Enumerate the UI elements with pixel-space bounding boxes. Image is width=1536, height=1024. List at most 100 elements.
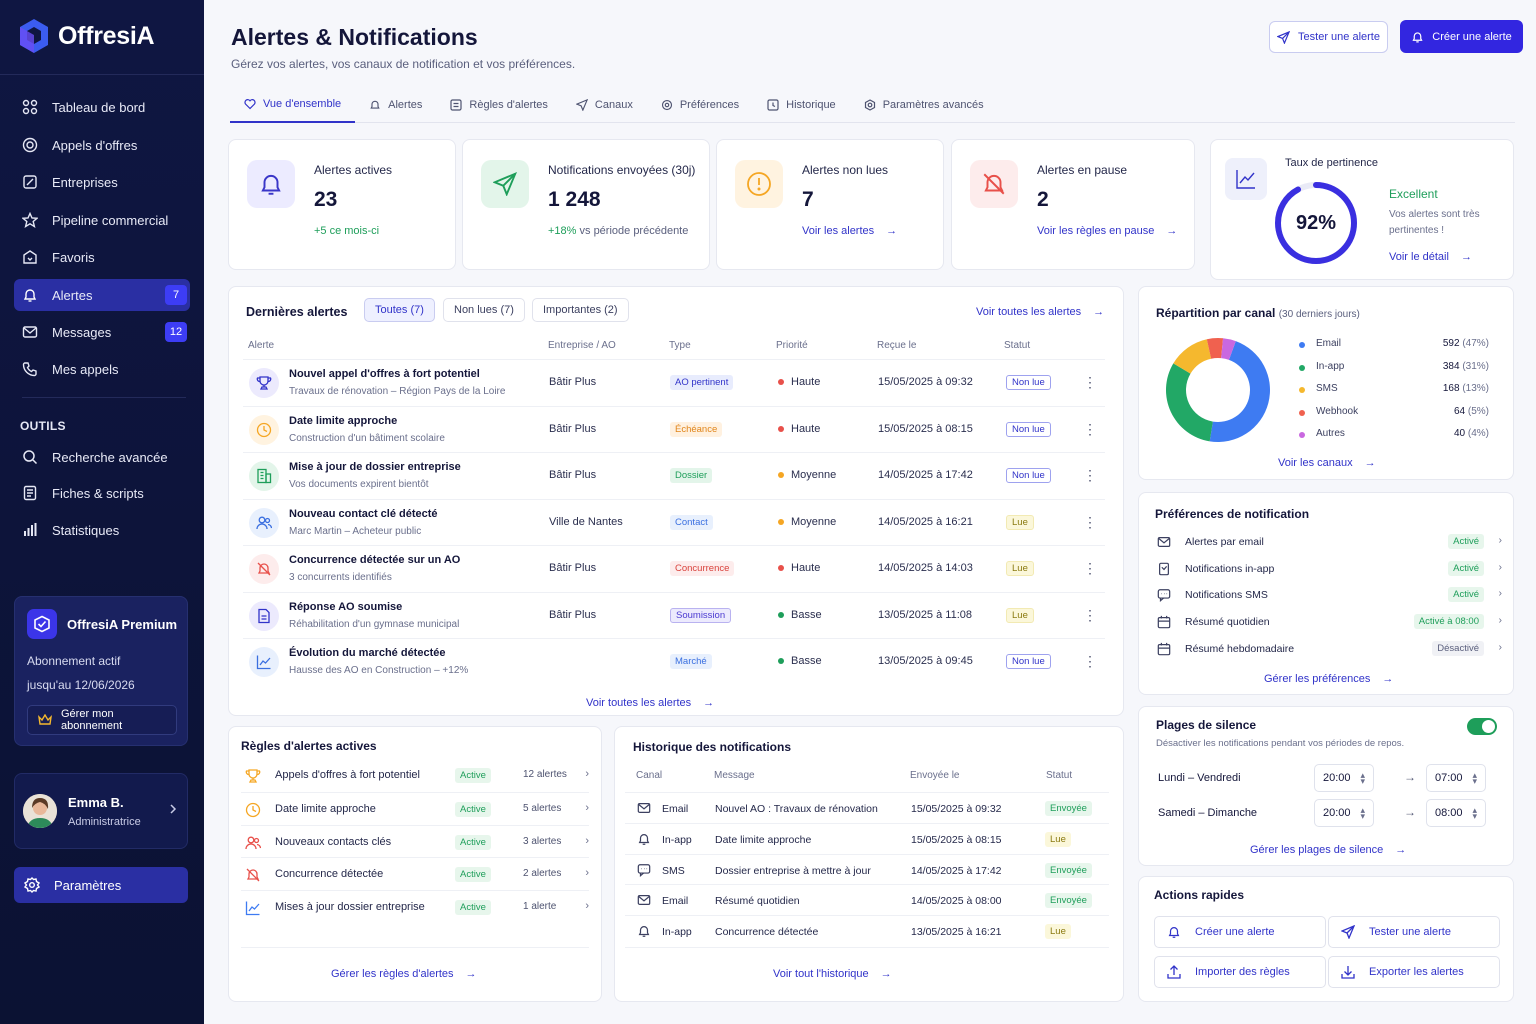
kpi-trend: +18% vs période précédente <box>548 225 688 237</box>
alert-title: Nouveau contact clé détecté <box>289 507 438 520</box>
priority-label: Basse <box>791 655 822 667</box>
nav-item-advanced-search[interactable]: Recherche avancée <box>14 441 190 473</box>
tab-overview[interactable]: Vue d'ensemble <box>230 86 356 123</box>
more-options-icon[interactable]: ⋮ <box>1083 467 1097 483</box>
more-options-icon[interactable]: ⋮ <box>1083 606 1097 623</box>
nav-item-scripts[interactable]: Fiches & scripts <box>14 477 190 509</box>
button-label: Exporter les alertes <box>1369 966 1464 978</box>
preference-item[interactable]: Notifications SMS Activé › <box>1157 582 1502 608</box>
quiet-hours-toggle[interactable] <box>1467 718 1497 735</box>
history-row[interactable]: Email Nouvel AO : Travaux de rénovation 15… <box>625 792 1109 823</box>
quick-export-alerts-button[interactable]: Exporter les alertes <box>1328 956 1500 988</box>
create-alert-button[interactable]: Créer une alerte <box>1400 20 1523 53</box>
rule-item[interactable]: Concurrence détectée Active 2 alertes › <box>241 857 589 890</box>
tab-label: Historique <box>786 98 836 111</box>
preference-item[interactable]: Alertes par email Activé › <box>1157 529 1502 555</box>
logo[interactable]: OffresiA <box>18 18 155 54</box>
tab-channels[interactable]: Canaux <box>562 86 647 123</box>
donut-slice-in-app[interactable] <box>1166 363 1213 442</box>
nav-item-alerts[interactable]: Alertes 7 <box>14 279 190 311</box>
filter-unread[interactable]: Non lues (7) <box>443 298 525 322</box>
more-options-icon[interactable]: ⋮ <box>1083 513 1097 530</box>
bell-off-icon <box>245 867 261 883</box>
type-badge: Marché <box>670 654 712 669</box>
alert-row[interactable]: Date limite approche Construction d'un bâ… <box>243 405 1105 452</box>
quiet-from-select[interactable]: 20:00 ▴ ▾ <box>1314 764 1374 792</box>
priority: Haute <box>778 376 820 388</box>
tab-alert-rules[interactable]: Règles d'alertes <box>436 86 562 123</box>
alert-row[interactable]: Réponse AO soumise Réhabilitation d'un gy… <box>243 591 1105 638</box>
quiet-to-select[interactable]: 07:00 ▴ ▾ <box>1426 764 1486 792</box>
preference-status-badge: Activé <box>1448 587 1484 603</box>
more-options-icon[interactable]: ⋮ <box>1083 653 1097 669</box>
donut-slice-autres[interactable] <box>1221 338 1236 360</box>
history-row[interactable]: In-app Concurrence détectée 13/05/2025 à 1… <box>625 915 1109 946</box>
preference-item[interactable]: Résumé hebdomadaire Désactivé › <box>1157 636 1502 662</box>
donut-slice-webhook[interactable] <box>1206 338 1224 359</box>
nav-label: Appels d'offres <box>52 137 138 153</box>
filter-important[interactable]: Importantes (2) <box>532 298 629 322</box>
tab-preferences[interactable]: Préférences <box>647 86 753 123</box>
quick-create-alert-button[interactable]: Créer une alerte <box>1154 916 1326 948</box>
view-channels-link[interactable]: Voir les canaux → <box>1278 457 1376 469</box>
more-options-icon[interactable]: ⋮ <box>1083 420 1097 437</box>
rule-item[interactable]: Mises à jour dossier entreprise Active 1 a… <box>241 890 589 923</box>
nav-item-messages[interactable]: Messages 12 <box>14 316 190 348</box>
test-alert-button[interactable]: Tester une alerte <box>1269 21 1388 53</box>
manage-preferences-link[interactable]: Gérer les préférences → <box>1264 673 1393 685</box>
see-all-alerts-bottom-link[interactable]: Voir toutes les alertes → <box>586 697 714 709</box>
status-badge: Non lue <box>1006 468 1051 483</box>
history-row[interactable]: SMS Dossier entreprise à mettre à jour 14/… <box>625 853 1109 885</box>
nav-item-statistics[interactable]: Statistiques <box>14 514 190 546</box>
building-icon <box>22 174 38 190</box>
rule-count: 3 alertes <box>523 835 562 847</box>
alert-row[interactable]: Nouveau contact clé détecté Marc Martin –… <box>243 498 1105 545</box>
search-icon <box>22 449 38 465</box>
more-options-icon[interactable]: ⋮ <box>1083 560 1097 576</box>
time-value: 20:00 <box>1323 807 1351 819</box>
nav-item-dashboard[interactable]: Tableau de bord <box>14 91 190 123</box>
filter-all[interactable]: Toutes (7) <box>364 298 435 322</box>
nav-item-companies[interactable]: Entreprises <box>14 166 190 198</box>
view-paused-rules-link[interactable]: Voir les règles en pause → <box>1037 225 1177 237</box>
nav-item-pipeline[interactable]: Pipeline commercial <box>14 204 190 236</box>
settings-button[interactable]: Paramètres <box>14 867 188 903</box>
alert-row[interactable]: Nouvel appel d'offres à fort potentiel Tr… <box>243 359 1105 405</box>
nav-item-favorites[interactable]: Favoris <box>14 241 190 273</box>
rule-item[interactable]: Appels d'offres à fort potentiel Active 12… <box>241 759 589 792</box>
priority-dot <box>778 518 784 525</box>
donut-slice-email[interactable] <box>1209 341 1270 442</box>
user-profile[interactable]: Emma B. Administratrice <box>14 773 188 849</box>
history-row[interactable]: Email Résumé quotidien 14/05/2025 à 08:00 E… <box>625 884 1109 915</box>
quick-test-alert-button[interactable]: Tester une alerte <box>1328 916 1500 948</box>
channel-donut-chart <box>1166 338 1270 442</box>
more-options-icon[interactable]: ⋮ <box>1083 374 1097 390</box>
nav-item-calls[interactable]: Mes appels <box>14 353 190 385</box>
preference-item[interactable]: Résumé quotidien Activé à 08:00 › <box>1157 609 1502 635</box>
column-header: Type <box>669 340 691 351</box>
manage-rules-link[interactable]: Gérer les règles d'alertes → <box>331 968 477 980</box>
tab-history[interactable]: Historique <box>753 86 850 123</box>
history-row[interactable]: In-app Date limite approche 15/05/2025 à 0… <box>625 822 1109 854</box>
quiet-to-select[interactable]: 08:00 ▴ ▾ <box>1426 799 1486 827</box>
alert-row[interactable]: Mise à jour de dossier entreprise Vos doc… <box>243 452 1105 498</box>
manage-quiet-hours-link[interactable]: Gérer les plages de silence → <box>1250 844 1406 856</box>
calendar-icon <box>1157 615 1171 629</box>
alert-row[interactable]: Concurrence détectée sur un AO 3 concurre… <box>243 545 1105 591</box>
tab-advanced-settings[interactable]: Paramètres avancés <box>850 86 998 123</box>
view-alerts-link[interactable]: Voir les alertes → <box>802 225 897 237</box>
view-detail-link[interactable]: Voir le détail → <box>1389 251 1472 263</box>
tab-alerts[interactable]: Alertes <box>355 86 436 123</box>
send-icon <box>1277 30 1291 44</box>
quiet-from-select[interactable]: 20:00 ▴ ▾ <box>1314 799 1374 827</box>
rule-item[interactable]: Date limite approche Active 5 alertes › <box>241 791 589 825</box>
alert-row[interactable]: Évolution du marché détectée Hausse des A… <box>243 638 1105 684</box>
rule-item[interactable]: Nouveaux contacts clés Active 3 alertes › <box>241 824 589 858</box>
nav-item-tenders[interactable]: Appels d'offres <box>14 129 190 161</box>
see-full-history-link[interactable]: Voir tout l'historique → <box>773 968 892 980</box>
see-all-alerts-link[interactable]: Voir toutes les alertes → <box>976 306 1104 318</box>
donut-slice-sms[interactable] <box>1173 339 1212 374</box>
quick-import-rules-button[interactable]: Importer des règles <box>1154 956 1326 988</box>
preference-item[interactable]: Notifications in-app Activé › <box>1157 556 1502 582</box>
manage-subscription-button[interactable]: Gérer mon abonnement <box>27 705 177 735</box>
